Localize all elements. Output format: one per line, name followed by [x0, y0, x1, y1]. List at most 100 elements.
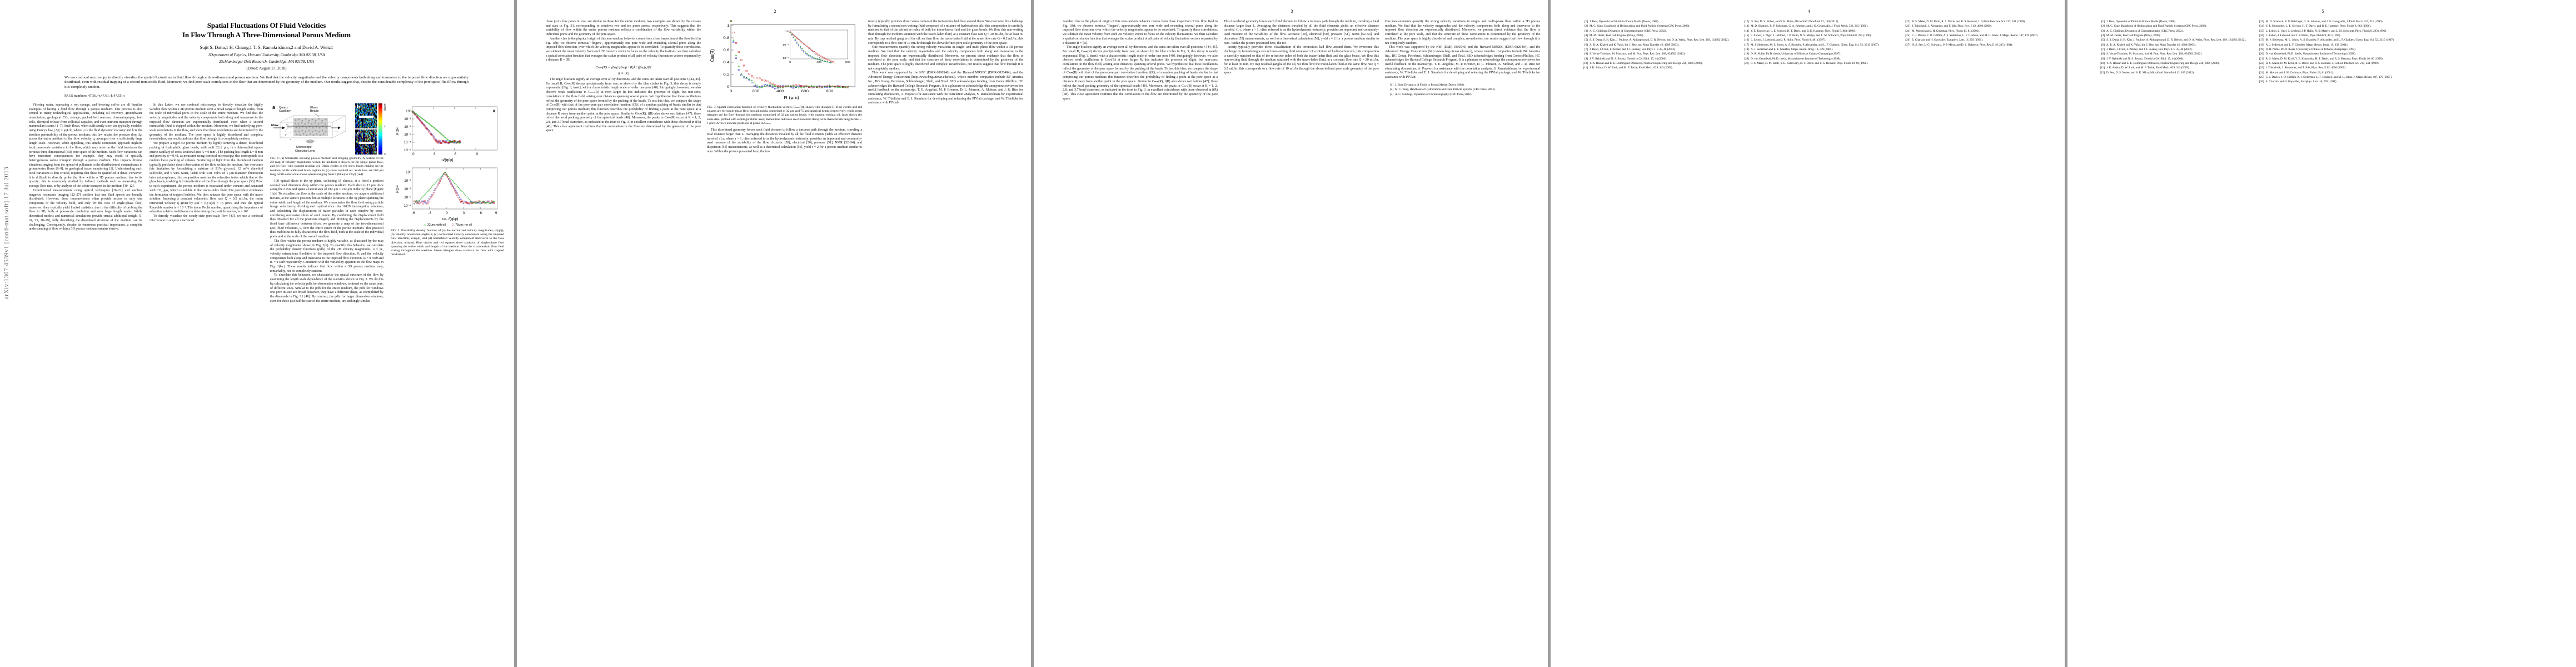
figure-1-schematic: a Quartz Capillary Glass Beads: [270, 103, 353, 155]
paragraph: This disordered geometry forces each flu…: [1224, 20, 1379, 45]
figure-2-caption: FIG. 2: Probability density function of …: [391, 228, 504, 257]
page-5: 5 [1] J. Bear, Dynamics of Fluids in Poro…: [2067, 0, 2576, 667]
page-4: 4 [1] J. Bear, Dynamics of Fluids in Poro…: [1551, 0, 2065, 667]
page-3-column-3: One measurements quantify the strong vel…: [1385, 20, 1540, 101]
svg-text:10⁻⁴: 10⁻⁴: [404, 141, 411, 145]
svg-text:0: 0: [789, 61, 791, 63]
reference-item: [12] D. Sen, D. S. Nobes, and S. K. Mitra…: [1744, 20, 1839, 23]
svg-text:10⁻⁴: 10⁻⁴: [404, 204, 411, 208]
reference-item: [16] L. Lebon, J. Leblond, and J. P. Huli…: [1744, 38, 1826, 42]
svg-text:800: 800: [826, 89, 834, 93]
paragraph: tuosity typically provides direct visual…: [1224, 46, 1379, 75]
svg-text:10⁻²: 10⁻²: [404, 125, 411, 129]
svg-text:6: 6: [454, 152, 456, 156]
page-4-column-3: [22] R. S. Maier, D. M. Kroll, R. S. Davi…: [1902, 20, 2057, 71]
svg-text:600: 600: [801, 89, 809, 93]
paragraph: Filtering water, squeezing a wet sponge,…: [29, 103, 142, 188]
figure-2-legend: △ 32μm; with oil □ 75μm; no oil: [391, 223, 504, 227]
svg-text:10⁻⁵: 10⁻⁵: [404, 148, 411, 152]
affiliation-2: 2Schlumberger-Doll Research, Cambridge, …: [218, 59, 314, 64]
title-line-1: Spatial Fluctuations Of Fluid Velocities: [207, 21, 326, 29]
reference-item: [1] J. Bear, Dynamics of Fluids in Porous…: [2101, 20, 2176, 23]
svg-text:0.6: 0.6: [723, 48, 729, 52]
svg-text:10⁻²: 10⁻²: [404, 187, 411, 191]
page-4-column-2: [12] D. Sen, D. S. Nobes, and S. K. Mitra…: [1741, 20, 1896, 71]
figure-3-plot: 0 0.2 0.4 0.6 0.8 1 0 200 400 600 800 Cuu(R) R …: [707, 20, 862, 103]
scale-bar: [359, 116, 373, 118]
svg-text:Microscope: Microscope: [296, 146, 312, 149]
figure-1-caption: FIG. 1: (a) Schematic showing porous med…: [270, 156, 383, 176]
reference-item: [24] M. Moroni and J. H. Cushman, Phys. F…: [2259, 71, 2334, 74]
svg-text:9: 9: [495, 211, 497, 215]
equation-2: R ≡ |R|: [618, 72, 629, 76]
reference-item: [24] M. Moroni and J. H. Cushman, Phys. F…: [1905, 29, 1980, 33]
svg-text:a: a: [493, 108, 496, 113]
reference-list-col-5: [13] M. D. Shattuck, R. P. Behringer, G. …: [2256, 20, 2409, 84]
paragraph: Another clue to the physical origin of t…: [546, 37, 701, 62]
reference-list-start: [1] J. Bear, Dynamics of Fluids in Porou…: [1385, 83, 1540, 96]
reference-item: [9] J. V. Rybinski and N. S. Swartz, Tren…: [1584, 57, 1667, 61]
svg-text:Flow: Flow: [271, 124, 278, 127]
reference-item: [22] R. S. Maier, D. M. Kroll, R. S. Davi…: [2259, 62, 2379, 66]
title-line-2: In Flow Through A Three-Dimensional Poro…: [182, 30, 351, 39]
legend-entry-0: △ 32μm; with oil: [423, 223, 446, 227]
page-number: 5: [2321, 9, 2324, 14]
reference-item: [21] R. S. Maier, D. M. Kroll, Y. E. Kuts…: [2259, 57, 2384, 61]
svg-text:z: z: [286, 123, 287, 126]
svg-text:10⁻³: 10⁻³: [404, 133, 411, 137]
reference-item: [1] J. Bear, Dynamics of Fluids in Porou…: [1389, 83, 1465, 87]
legend-marker-square: □: [452, 223, 454, 227]
page-5-content: [1] J. Bear, Dynamics of Fluids in Porous…: [2096, 12, 2568, 659]
reference-item: [8] S. Veran-Tissoires, M. Marcoux, and M…: [2101, 52, 2203, 56]
svg-text:400: 400: [816, 61, 822, 63]
figure-2-panel-b: 10⁰ 10⁻¹ 10⁻² 10⁻³ 10⁻⁴ -6 -3 0 3 6 9 PDF u∟/(q…: [391, 164, 504, 222]
svg-text:3: 3: [463, 211, 465, 215]
svg-text:Cuu(R): Cuu(R): [710, 49, 715, 62]
reference-item: [16] L. Lebon, J. Leblond, and J. P. Huli…: [2259, 34, 2341, 38]
legend-label: 75μm; no oil: [455, 223, 472, 227]
page-5-column-2: [13] M. D. Shattuck, R. P. Behringer, G. …: [2256, 20, 2409, 85]
reference-item: [7] J. Raafi, J. Frost, F. Zehner, and J.…: [2101, 48, 2193, 52]
paragraph: One measurements quantify the strong vel…: [1385, 20, 1540, 45]
reference-list-col-3: [22] R. S. Maier, D. M. Kroll, R. S. Davi…: [1902, 20, 2057, 47]
reference-item: [2] M. C. Yang, Handbook of Hydrocarbon a…: [1584, 24, 1690, 28]
page-3-column-2: This disordered geometry forces each flu…: [1224, 20, 1379, 101]
reference-item: [7] J. Raafi, J. Frost, F. Zehner, and J.…: [1584, 48, 1676, 52]
reference-item: [3] A. C. Giddings, Dynamics of Chromatog…: [1584, 29, 1667, 33]
page-1-column-3: a Quartz Capillary Glass Beads: [270, 103, 386, 304]
figure-1-panel-b: b: [355, 103, 377, 128]
reference-item: [22] R. S. Maier, D. M. Kroll, R. S. Davi…: [1905, 20, 2026, 23]
paragraph: To elucidate this behavior, we character…: [270, 273, 383, 303]
panel-label-b: b: [357, 103, 360, 109]
svg-text:9: 9: [476, 152, 478, 156]
reference-item: [21] R. S. Maier, D. M. Kroll, Y. E. Kuts…: [1744, 62, 1869, 66]
reference-item: [19] D. R. Noble, Ph.D. thesis, Universit…: [2259, 48, 2356, 52]
reference-item: [1] J. Bear, Dynamics of Fluids in Porous…: [1584, 20, 1660, 23]
paragraph: Experimental measurements using optical …: [29, 188, 142, 231]
reference-item: [9] J. V. Rybinski and N. S. Swartz, Tren…: [2101, 57, 2184, 61]
reference-item: [20] D. van Gemelend, Ph.D. thesis, Massa…: [1744, 57, 1841, 61]
reference-item: [14] Y. E. Kutsovsky, L. E. Scriven, H. T…: [1744, 29, 1856, 33]
reference-item: [13] M. D. Shattuck, R. P. Behringer, G. …: [1744, 24, 1869, 28]
svg-text:0: 0: [446, 211, 448, 215]
svg-text:PDF: PDF: [396, 185, 400, 193]
svg-text:Glass: Glass: [310, 106, 318, 109]
figure-1-velocity-maps: b c: [355, 103, 377, 155]
reference-list-col-4: [1] J. Bear, Dynamics of Fluids in Porous…: [2096, 20, 2250, 74]
page-2-content: those just a few pores in size, are simi…: [546, 12, 1023, 659]
reference-item: [23] J. Tobochnik, J. Alexander, and T. I…: [1905, 24, 1992, 28]
paragraph: The flow within the porous medium is hig…: [270, 239, 383, 273]
reference-item: [5] S. S. Datta, S. H. Kim, J. Paulose, A…: [1584, 38, 1730, 42]
reference-item: [4] M. M. Dentz, Fuel Cell Engines (Wiley…: [2101, 34, 2161, 38]
svg-text:0.8: 0.8: [723, 36, 729, 40]
svg-text:u∟/(q/φ): u∟/(q/φ): [442, 217, 458, 221]
reference-list-col-1: [1] J. Bear, Dynamics of Fluids in Porous…: [1580, 20, 1735, 70]
reference-item: [10] Y. A. Hassan and E. E. Dominguez-Ont…: [1583, 62, 1703, 66]
reference-item: [17] M. J. Siebesma, M. L. Johns, A. S. B…: [2259, 38, 2395, 42]
reference-item: [14] Y. E. Kutsovsky, L. E. Scriven, H. T…: [2259, 24, 2371, 28]
equation-1: Cₘₘ(R) = ⟨δuᵢ(r)·δuⱼ(r+R)⟩ / ⟨|δuᵢ(r)|²⟩: [595, 66, 651, 70]
page-1-content: Spatial Fluctuations Of Fluid Velocities…: [29, 12, 504, 659]
reference-item: [2] M. C. Yang, Handbook of Hydrocarbon …: [1389, 88, 1496, 92]
figure-2: 10⁰ 10⁻¹ 10⁻² 10⁻³ 10⁻⁴ 10⁻⁵ 0 3 6 9 PDF u/(q/φ…: [391, 103, 504, 257]
svg-text:0: 0: [727, 84, 730, 89]
